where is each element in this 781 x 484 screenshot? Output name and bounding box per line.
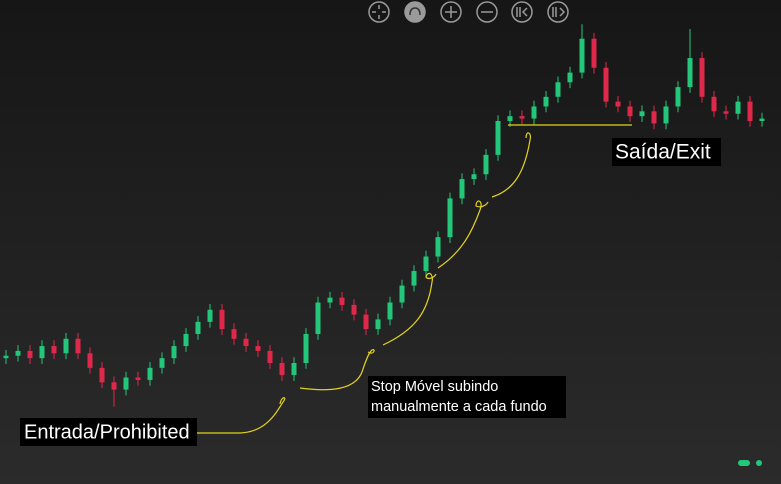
arrow-line [437, 200, 489, 269]
candle-body [243, 338, 249, 347]
candle-body [339, 297, 345, 305]
candle-body [375, 319, 381, 330]
entry-label: Entrada/Prohibited [24, 421, 190, 443]
candle-body [267, 350, 273, 363]
candle-body [279, 363, 285, 376]
candle-body [447, 198, 453, 238]
annotation-lines [197, 124, 632, 434]
candle-body [387, 302, 393, 320]
candle-body [219, 309, 225, 330]
candle-body [87, 353, 93, 368]
arrow-line [197, 397, 286, 434]
candle-body [291, 363, 297, 376]
candle-body [327, 297, 333, 303]
toolbar [368, 1, 569, 23]
label-box [368, 376, 566, 418]
candle-body [3, 355, 9, 359]
status-dots [738, 460, 762, 466]
scroll-left-button[interactable] [511, 1, 533, 23]
candle-body [75, 338, 81, 354]
candle-body [303, 333, 309, 363]
candle-body [51, 346, 57, 354]
candle-body [603, 67, 609, 102]
candles [3, 24, 765, 407]
status-dot [756, 460, 762, 466]
label-box [20, 418, 197, 446]
candle-body [195, 321, 201, 334]
candle-body [687, 58, 693, 88]
candle-body [111, 382, 117, 390]
candle-body [495, 121, 501, 155]
candle-body [711, 96, 717, 112]
status-dot [738, 460, 750, 466]
candle-body [591, 38, 597, 68]
candle-body [567, 72, 573, 83]
candle-body [639, 111, 645, 117]
pan-button[interactable] [404, 1, 426, 23]
stop-label: manualmente a cada fundo [371, 399, 547, 415]
candle-body [531, 106, 537, 119]
candle-body [627, 106, 633, 117]
label-box [612, 138, 721, 166]
candle-body [483, 154, 489, 175]
candle-body [231, 329, 237, 339]
candle-body [159, 358, 165, 368]
candle-body [651, 111, 657, 124]
candle-body [99, 367, 105, 383]
stop-label: Stop Móvel subindo [371, 379, 498, 395]
candle-body [735, 101, 741, 114]
candle-body [423, 256, 429, 272]
candle-body [207, 309, 213, 322]
candle-body [171, 346, 177, 359]
candle-body [699, 58, 705, 97]
candle-body [63, 338, 69, 354]
candle-body [15, 350, 21, 356]
candle-body [579, 38, 585, 73]
candle-body [399, 285, 405, 303]
candle-body [519, 116, 525, 119]
candle-body [759, 118, 765, 121]
arrow-line [491, 132, 532, 198]
candle-body [363, 314, 369, 330]
candle-body [615, 101, 621, 107]
arrow-line [382, 272, 437, 346]
candle-body [459, 179, 465, 199]
candle-body [675, 87, 681, 107]
exit-label: Saída/Exit [615, 141, 711, 164]
candle-body [555, 82, 561, 97]
candle-body [747, 101, 753, 121]
scroll-right-button[interactable] [547, 1, 569, 23]
candle-body [39, 346, 45, 359]
candle-body [507, 116, 513, 121]
candle-body [315, 302, 321, 334]
zoom-out-button[interactable] [476, 1, 498, 23]
candle-body [27, 350, 33, 359]
arrow-line [299, 349, 375, 391]
candle-body [351, 304, 357, 315]
candle-body [147, 367, 153, 380]
candle-body [663, 106, 669, 124]
candle-body [435, 237, 441, 257]
crosshair-button[interactable] [368, 1, 390, 23]
candle-body [471, 174, 477, 180]
candle-body [723, 111, 729, 114]
candle-body [411, 271, 417, 286]
candle-body [183, 333, 189, 347]
candle-body [543, 96, 549, 107]
candle-body [123, 377, 129, 390]
zoom-in-button[interactable] [440, 1, 462, 23]
candle-body [135, 377, 141, 380]
candle-body [255, 346, 261, 351]
